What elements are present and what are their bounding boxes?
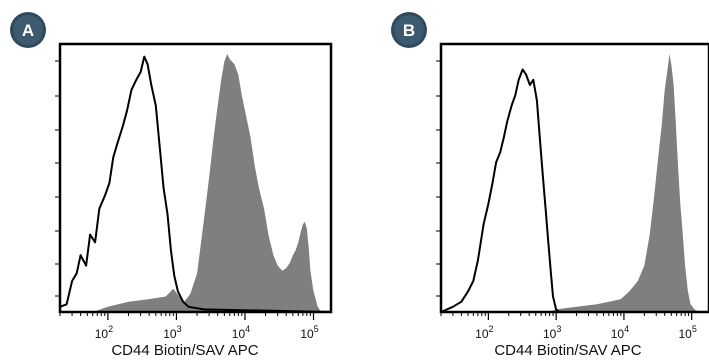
panel-a-filled-histogram (60, 54, 331, 312)
panel-b-filled-histogram (441, 54, 709, 312)
panel-b: B 102 103 104 105 CD44 Biotin/SAV APC (391, 12, 709, 359)
panel-a-badge: A (10, 12, 46, 48)
panel-a-plot-area (59, 54, 332, 313)
panel-a-y-ticks (55, 60, 60, 297)
panel-b-x-tick-label: 105 (679, 324, 697, 341)
panel-b-frame (439, 42, 709, 314)
panel-a-label: A (22, 21, 34, 40)
panel-b-plot-area (440, 54, 709, 313)
panel-a-x-tick-label: 105 (300, 324, 318, 341)
panel-b-x-axis-title: CD44 Biotin/SAV APC (494, 342, 641, 359)
panel-b-x-tick-label: 103 (543, 324, 561, 341)
panel-a-x-tick-label: 104 (232, 324, 250, 341)
panel-b-label: B (403, 21, 415, 40)
panel-b-x-tick-label: 102 (475, 324, 493, 341)
panel-b-y-ticks (436, 60, 441, 297)
panel-b-x-ticks: 102 103 104 105 (440, 312, 697, 341)
panel-b-control-histogram-line (440, 68, 709, 313)
panel-a-x-axis-title: CD44 Biotin/SAV APC (111, 342, 258, 359)
panel-a-frame (58, 42, 333, 314)
panel-a-control-histogram-line (59, 55, 332, 313)
panel-a-x-tick-label: 102 (95, 324, 113, 341)
panel-a: A 102 103 104 105 CD44 Biotin/SAV APC (10, 12, 333, 359)
panel-b-badge: B (391, 12, 427, 48)
panel-a-x-ticks: 102 103 104 105 (59, 312, 319, 341)
panel-b-x-tick-label: 104 (611, 324, 629, 341)
panel-a-x-tick-label: 103 (163, 324, 181, 341)
